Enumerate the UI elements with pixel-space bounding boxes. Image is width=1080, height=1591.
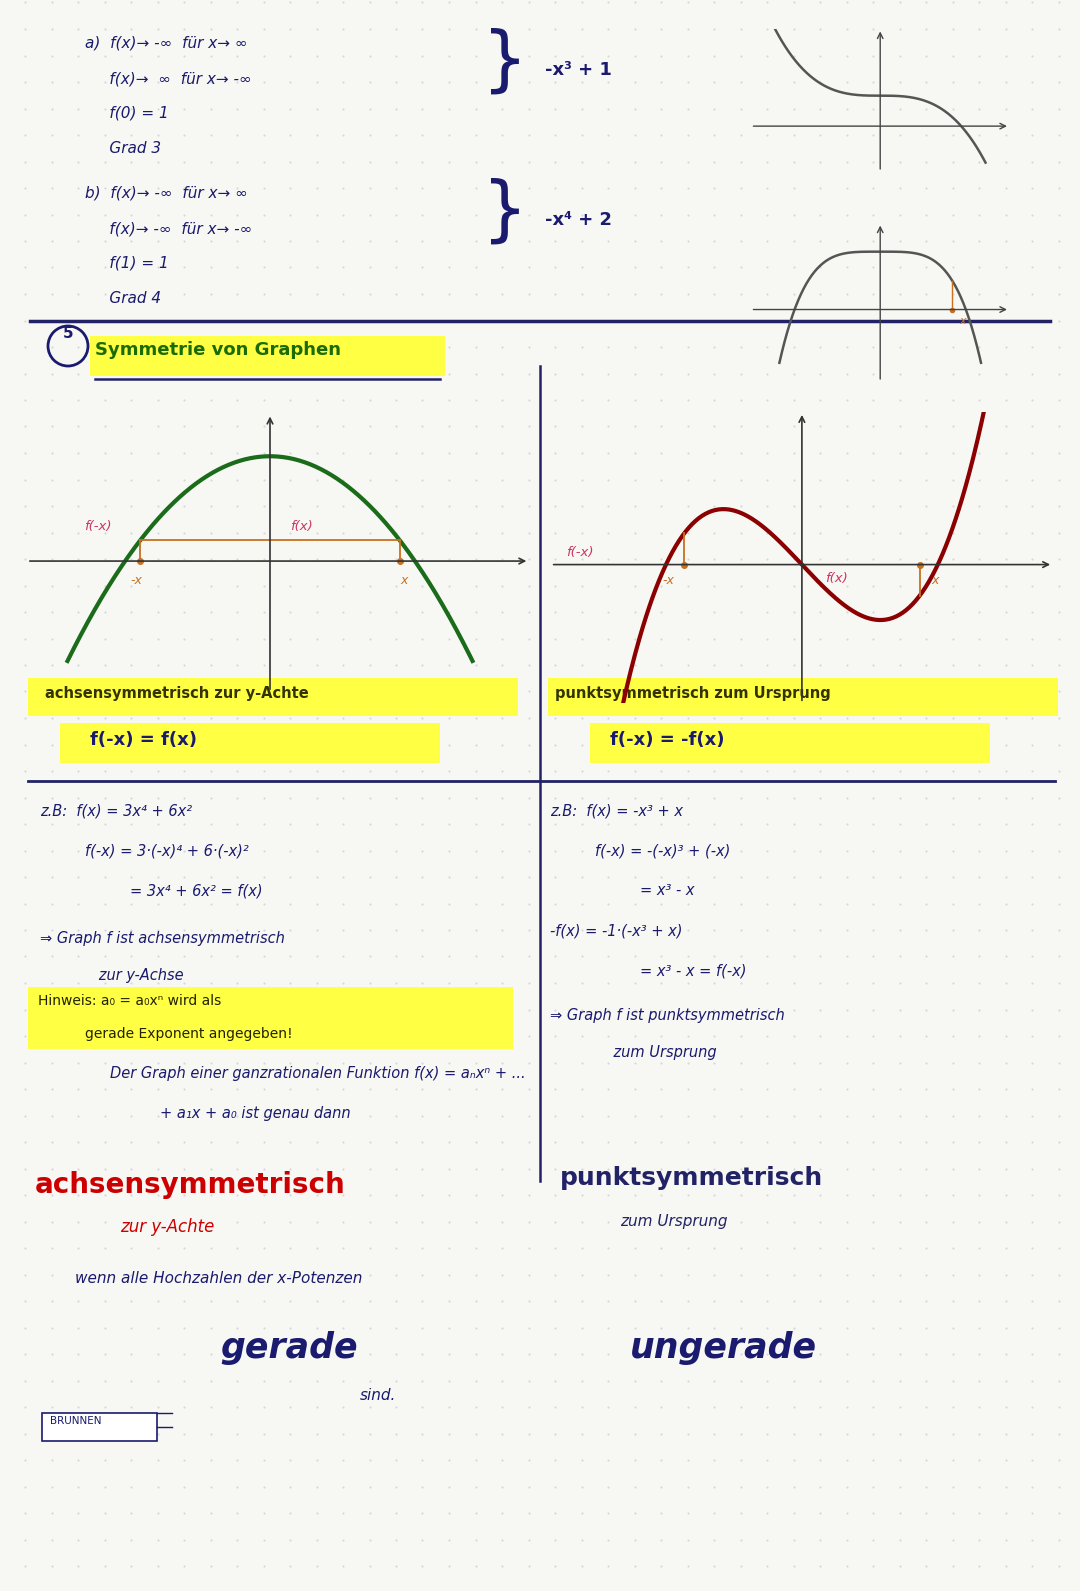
FancyBboxPatch shape — [28, 986, 513, 1048]
FancyBboxPatch shape — [548, 678, 1058, 716]
FancyBboxPatch shape — [42, 1413, 157, 1441]
Text: x: x — [400, 574, 407, 587]
Text: -x: -x — [131, 574, 143, 587]
Text: achsensymmetrisch zur y-Achte: achsensymmetrisch zur y-Achte — [45, 686, 309, 702]
Text: zum Ursprung: zum Ursprung — [620, 1214, 728, 1228]
Text: + a₁x + a₀ ist genau dann: + a₁x + a₀ ist genau dann — [160, 1106, 351, 1122]
Text: f(x): f(x) — [825, 571, 848, 585]
FancyBboxPatch shape — [590, 722, 990, 764]
Text: f(-x) = f(x): f(-x) = f(x) — [90, 730, 197, 749]
Text: zum Ursprung: zum Ursprung — [595, 1045, 717, 1060]
Text: f(x)→  ∞  für x→ -∞: f(x)→ ∞ für x→ -∞ — [85, 72, 252, 86]
FancyBboxPatch shape — [28, 678, 518, 716]
Text: wenn alle Hochzahlen der x-Potenzen: wenn alle Hochzahlen der x-Potenzen — [75, 1271, 363, 1286]
Text: Grad 3: Grad 3 — [85, 142, 161, 156]
Text: Hinweis: a₀ = a₀xⁿ wird als: Hinweis: a₀ = a₀xⁿ wird als — [38, 994, 221, 1009]
Text: Der Graph einer ganzrationalen Funktion f(x) = aₙxⁿ + ...: Der Graph einer ganzrationalen Funktion … — [110, 1066, 526, 1080]
Text: z.B:  f(x) = 3x⁴ + 6x²: z.B: f(x) = 3x⁴ + 6x² — [40, 803, 192, 818]
Text: z.B:  f(x) = -x³ + x: z.B: f(x) = -x³ + x — [550, 803, 683, 818]
Text: f(1) = 1: f(1) = 1 — [85, 256, 168, 270]
Text: }: } — [482, 178, 528, 247]
Text: ungerade: ungerade — [630, 1332, 818, 1365]
Text: b)  f(x)→ -∞  für x→ ∞: b) f(x)→ -∞ für x→ ∞ — [85, 186, 248, 200]
Text: Symmetrie von Graphen: Symmetrie von Graphen — [95, 340, 341, 360]
Text: f(-x): f(-x) — [84, 520, 111, 533]
Text: punktsymmetrisch zum Ursprung: punktsymmetrisch zum Ursprung — [555, 686, 831, 702]
Text: 5: 5 — [63, 326, 73, 340]
Text: achsensymmetrisch: achsensymmetrisch — [35, 1171, 346, 1200]
Text: ⇒ Graph f ist achsensymmetrisch: ⇒ Graph f ist achsensymmetrisch — [40, 931, 285, 947]
Text: f(-x) = 3·(-x)⁴ + 6·(-x)²: f(-x) = 3·(-x)⁴ + 6·(-x)² — [85, 843, 248, 858]
Text: gerade Exponent angegeben!: gerade Exponent angegeben! — [85, 1028, 293, 1041]
Text: f(-x) = -(-x)³ + (-x): f(-x) = -(-x)³ + (-x) — [595, 843, 730, 858]
Text: BRUNNEN: BRUNNEN — [50, 1416, 102, 1426]
FancyBboxPatch shape — [60, 722, 440, 764]
Text: sind.: sind. — [360, 1387, 396, 1403]
Text: }: } — [482, 29, 528, 97]
Text: x: x — [932, 574, 939, 587]
FancyBboxPatch shape — [90, 336, 445, 375]
Text: = x³ - x: = x³ - x — [640, 883, 694, 897]
Text: ⇒ Graph f ist punktsymmetrisch: ⇒ Graph f ist punktsymmetrisch — [550, 1009, 785, 1023]
Text: -x³ + 1: -x³ + 1 — [545, 60, 612, 80]
Text: zur y-Achte: zur y-Achte — [120, 1219, 214, 1236]
Text: Grad 4: Grad 4 — [85, 291, 161, 305]
Text: f(-x): f(-x) — [567, 546, 594, 558]
Text: -x⁴ + 2: -x⁴ + 2 — [545, 212, 612, 229]
Text: a)  f(x)→ -∞  für x→ ∞: a) f(x)→ -∞ für x→ ∞ — [85, 37, 247, 51]
Text: punktsymmetrisch: punktsymmetrisch — [561, 1166, 823, 1190]
Text: -f(x) = -1·(-x³ + x): -f(x) = -1·(-x³ + x) — [550, 923, 683, 939]
Text: x: x — [959, 317, 966, 326]
Text: f(x): f(x) — [291, 520, 313, 533]
Text: gerade: gerade — [220, 1332, 357, 1365]
Text: f(0) = 1: f(0) = 1 — [85, 107, 168, 121]
Text: = x³ - x = f(-x): = x³ - x = f(-x) — [640, 963, 746, 978]
Text: f(-x) = -f(x): f(-x) = -f(x) — [610, 730, 725, 749]
Text: zur y-Achse: zur y-Achse — [85, 967, 184, 983]
Text: = 3x⁴ + 6x² = f(x): = 3x⁴ + 6x² = f(x) — [130, 883, 262, 897]
Text: f(x)→ -∞  für x→ -∞: f(x)→ -∞ für x→ -∞ — [85, 221, 253, 235]
Text: -x: -x — [662, 574, 674, 587]
